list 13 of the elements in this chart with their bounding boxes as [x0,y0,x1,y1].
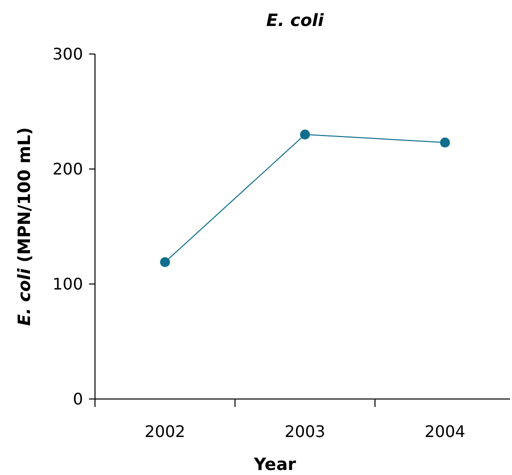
chart-title: E. coli [266,11,325,31]
x-tick-label: 2002 [144,422,186,441]
y-tick-label: 200 [52,160,83,179]
x-tick-label: 2003 [284,422,326,441]
point [160,257,170,268]
x-tick-label: 2004 [424,422,466,441]
y-tick-label: 0 [72,390,83,409]
y-axis-title: E. coli (MPN/100 mL) [15,127,35,326]
x-axis-title: Year [252,455,297,475]
point [300,130,310,140]
y-tick-label: 300 [52,44,83,64]
point [440,138,450,148]
y-tick-label: 100 [52,274,83,294]
